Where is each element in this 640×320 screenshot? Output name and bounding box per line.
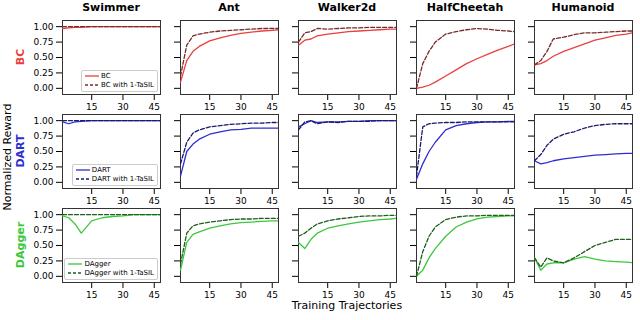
svg-text:15: 15 bbox=[86, 102, 97, 110]
html-text:DART with 1-TaSIL: DART with 1-TaSIL bbox=[91, 175, 154, 183]
html-text:BC: BC bbox=[13, 48, 27, 66]
html-text:HalfCheetah: HalfCheetah bbox=[426, 1, 504, 14]
svg-text:30: 30 bbox=[235, 290, 247, 298]
svg-text:0.50: 0.50 bbox=[33, 240, 53, 250]
svg-text:45: 45 bbox=[385, 102, 396, 110]
svg-text:45: 45 bbox=[149, 102, 160, 110]
html-text:Humanoid: Humanoid bbox=[551, 1, 615, 14]
svg-text:45: 45 bbox=[621, 102, 632, 110]
svg-text:30: 30 bbox=[589, 290, 601, 298]
svg-text:45: 45 bbox=[149, 196, 160, 204]
svg-text:0.25: 0.25 bbox=[33, 68, 53, 78]
svg-text:15: 15 bbox=[322, 102, 333, 110]
svg-text:30: 30 bbox=[235, 102, 247, 110]
html-text:Walker2d: Walker2d bbox=[317, 1, 377, 14]
svg-text:30: 30 bbox=[353, 102, 365, 110]
svg-text:30: 30 bbox=[235, 196, 247, 204]
svg-text:15: 15 bbox=[558, 102, 569, 110]
svg-text:0.75: 0.75 bbox=[33, 225, 53, 235]
svg-text:0.25: 0.25 bbox=[33, 162, 53, 172]
svg-text:0.00: 0.00 bbox=[33, 271, 53, 281]
svg-text:30: 30 bbox=[117, 290, 129, 298]
svg-text:15: 15 bbox=[86, 196, 97, 204]
svg-text:15: 15 bbox=[204, 290, 215, 298]
svg-text:0.25: 0.25 bbox=[33, 256, 53, 266]
html-text:DART: DART bbox=[13, 134, 27, 168]
svg-text:30: 30 bbox=[117, 102, 129, 110]
svg-text:1.00: 1.00 bbox=[33, 210, 53, 220]
svg-text:15: 15 bbox=[440, 290, 451, 298]
svg-text:15: 15 bbox=[440, 102, 451, 110]
svg-text:30: 30 bbox=[471, 102, 483, 110]
svg-text:15: 15 bbox=[204, 102, 215, 110]
svg-text:0.50: 0.50 bbox=[33, 52, 53, 62]
svg-text:0.75: 0.75 bbox=[33, 131, 53, 141]
svg-text:30: 30 bbox=[471, 196, 483, 204]
svg-text:30: 30 bbox=[117, 196, 129, 204]
svg-text:45: 45 bbox=[621, 196, 632, 204]
svg-text:45: 45 bbox=[385, 290, 396, 298]
svg-text:15: 15 bbox=[322, 196, 333, 204]
svg-text:30: 30 bbox=[589, 102, 601, 110]
svg-text:45: 45 bbox=[621, 290, 632, 298]
svg-text:30: 30 bbox=[471, 290, 483, 298]
svg-text:0.00: 0.00 bbox=[33, 83, 53, 93]
html-text:Swimmer: Swimmer bbox=[82, 1, 140, 14]
svg-text:45: 45 bbox=[267, 290, 278, 298]
svg-text:30: 30 bbox=[589, 196, 601, 204]
svg-text:45: 45 bbox=[267, 196, 278, 204]
svg-text:45: 45 bbox=[503, 290, 514, 298]
svg-text:45: 45 bbox=[267, 102, 278, 110]
svg-text:0.50: 0.50 bbox=[33, 146, 53, 156]
html-text:DAgger with 1-TaSIL: DAgger with 1-TaSIL bbox=[84, 269, 154, 277]
html-text:DAgger: DAgger bbox=[84, 260, 111, 268]
svg-text:0.75: 0.75 bbox=[33, 37, 53, 47]
svg-text:45: 45 bbox=[149, 290, 160, 298]
svg-text:15: 15 bbox=[440, 196, 451, 204]
svg-text:15: 15 bbox=[322, 290, 333, 298]
svg-text:15: 15 bbox=[558, 290, 569, 298]
svg-text:30: 30 bbox=[353, 196, 365, 204]
html-text:BC with 1-TaSIL: BC with 1-TaSIL bbox=[101, 81, 154, 89]
svg-text:45: 45 bbox=[503, 196, 514, 204]
svg-text:1.00: 1.00 bbox=[33, 22, 53, 32]
html-text:BC: BC bbox=[101, 72, 111, 80]
svg-text:15: 15 bbox=[558, 196, 569, 204]
html-text:Ant: Ant bbox=[218, 1, 240, 14]
html-text:DART: DART bbox=[91, 166, 111, 174]
svg-text:1.00: 1.00 bbox=[33, 116, 53, 126]
svg-text:45: 45 bbox=[503, 102, 514, 110]
html-text:Normalized Reward: Normalized Reward bbox=[0, 103, 14, 211]
svg-text:15: 15 bbox=[86, 290, 97, 298]
svg-text:30: 30 bbox=[353, 290, 365, 298]
svg-text:15: 15 bbox=[204, 196, 215, 204]
svg-text:45: 45 bbox=[385, 196, 396, 204]
html-text:Training Trajectories: Training Trajectories bbox=[291, 299, 403, 312]
html-text:DAgger: DAgger bbox=[13, 221, 27, 269]
svg-text:0.00: 0.00 bbox=[33, 177, 53, 187]
